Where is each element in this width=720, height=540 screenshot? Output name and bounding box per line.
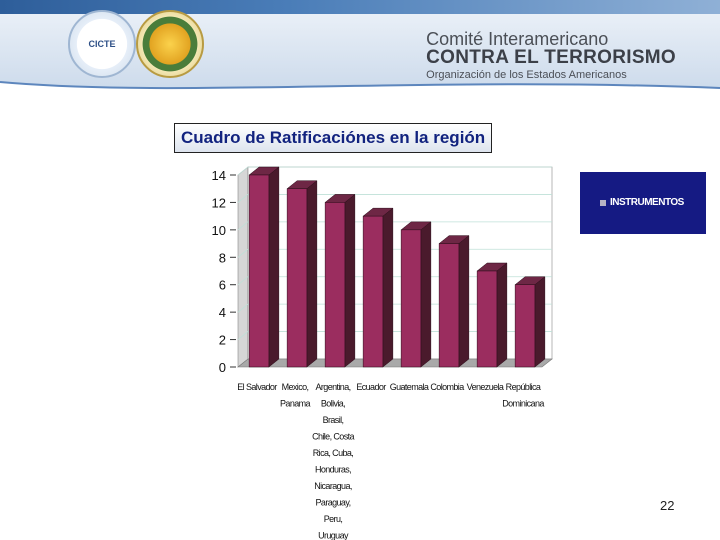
bar-side (344, 193, 356, 368)
x-tick-label: El Salvador (237, 382, 277, 392)
y-tick-label: 4 (219, 305, 226, 320)
x-tick-label: Ecuador (356, 382, 386, 392)
x-tick-label: Mexico, (282, 382, 309, 392)
bar-top (248, 166, 280, 176)
bar (324, 202, 346, 368)
legend-label: INSTRUMENTOS (610, 197, 684, 208)
bar-top (324, 194, 356, 203)
x-tick-label: Nicaragua, (314, 481, 352, 491)
y-tick-label: 6 (219, 278, 226, 293)
cicte-logo-text: CICTE (88, 39, 116, 49)
x-tick-label: Brasil, (323, 415, 344, 425)
header-top-bar (0, 0, 720, 14)
y-tick-label: 8 (219, 250, 226, 265)
x-tick-label: Dominicana (502, 399, 544, 409)
bar-top (362, 207, 394, 217)
bar-side (306, 180, 318, 368)
bar-side (268, 166, 280, 368)
x-tick-label: Rica, Cuba, (313, 448, 354, 458)
y-tick-label: 14 (212, 168, 226, 183)
bar-top (514, 276, 546, 285)
x-tick-label: Guatemala (390, 382, 429, 392)
y-tick-label: 12 (212, 195, 226, 210)
header-banner: CICTE Comité Interamericano CONTRA EL TE… (0, 0, 720, 100)
bar-side (420, 221, 432, 368)
x-tick-label: Honduras, (315, 465, 351, 475)
bar (248, 174, 270, 368)
oas-seal (136, 10, 204, 78)
x-tick-label: Venezuela (467, 382, 504, 392)
page-number: 22 (660, 498, 675, 513)
x-tick-label: Panama (280, 399, 311, 409)
chart-legend: INSTRUMENTOS (580, 172, 706, 234)
bar-side (534, 276, 546, 368)
y-tick-label: 0 (219, 360, 226, 375)
x-tick-label: Colombia (430, 382, 464, 392)
bar-top (476, 262, 508, 272)
gridline (237, 166, 552, 176)
bar-top (438, 235, 470, 244)
x-tick-label: República (506, 382, 541, 392)
y-tick-label: 2 (219, 333, 226, 348)
bar-top (286, 180, 318, 189)
bar-side (458, 235, 470, 368)
x-tick-label: Bolivia, (321, 399, 345, 409)
gridline (237, 276, 552, 286)
header-line-2: CONTRA EL TERRORISMO (426, 47, 676, 68)
bar-top (400, 221, 432, 231)
gridline (237, 331, 552, 340)
bar (400, 229, 422, 368)
gridline (237, 221, 552, 231)
bar (362, 215, 384, 368)
y-tick-label: 10 (212, 223, 226, 238)
x-tick-label: Paraguay, (316, 498, 351, 508)
x-tick-label: Argentina, (315, 382, 350, 392)
x-tick-label: Chile, Costa (312, 432, 354, 442)
cicte-logo: CICTE (68, 10, 136, 78)
bar (514, 284, 536, 368)
bar (286, 188, 308, 368)
bar-side (382, 207, 394, 368)
header-line-3: Organización de los Estados Americanos (426, 69, 627, 81)
bar-side (496, 262, 508, 368)
plot-side-wall (237, 166, 249, 368)
header-line-1: Comité Interamericano (426, 29, 609, 49)
plot-back-wall (247, 166, 553, 360)
x-tick-label: Peru, (324, 514, 343, 524)
legend-swatch (600, 200, 606, 206)
bar (476, 270, 498, 368)
bar (438, 243, 460, 368)
x-tick-label: Uruguay (318, 531, 349, 540)
plot-floor (237, 358, 553, 368)
chart-title: Cuadro de Ratificaciónes en la región (174, 123, 493, 153)
gridline (237, 248, 552, 258)
gridline (237, 303, 552, 313)
gridline (237, 194, 552, 203)
organization-title: Comité Interamericano CONTRA EL TERRORIS… (426, 30, 676, 82)
header-wave (0, 81, 720, 100)
